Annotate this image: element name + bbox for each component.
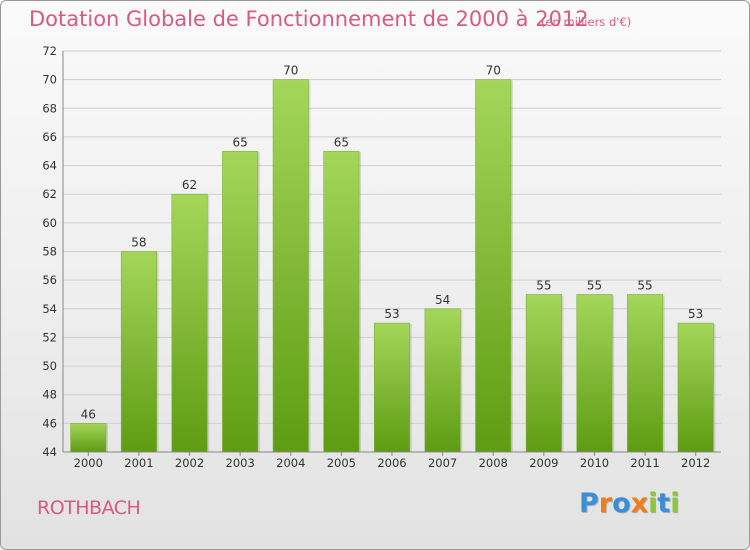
logo-letter: t <box>657 488 671 519</box>
data-label: 54 <box>435 293 450 307</box>
bar-2000 <box>70 423 107 453</box>
logo-letter: x <box>630 488 649 519</box>
logo-letter: r <box>598 488 613 519</box>
x-tick-label: 2010 <box>580 456 609 470</box>
bar-2005 <box>323 150 360 453</box>
x-tick-label: 2007 <box>428 456 457 470</box>
logo-letter: P <box>579 488 599 519</box>
bar-2003 <box>222 150 259 453</box>
y-tick-label: 56 <box>42 273 57 287</box>
logo-letter: o <box>612 488 631 519</box>
y-tick-label: 62 <box>42 187 57 201</box>
bars <box>70 79 716 453</box>
data-label: 55 <box>536 278 551 292</box>
bar-2002 <box>171 193 208 453</box>
bar-2011 <box>627 294 664 453</box>
x-tick-label: 2005 <box>327 456 356 470</box>
logo-letter: i <box>670 488 680 519</box>
x-tick-label: 2008 <box>479 456 508 470</box>
data-labels: 46 58 62 65 70 65 53 54 70 55 55 55 53 <box>81 64 704 422</box>
data-label: 46 <box>81 407 96 421</box>
x-tick-label: 2004 <box>276 456 305 470</box>
data-label: 55 <box>587 278 602 292</box>
x-axis: 2000 2001 2002 2003 2004 2005 2006 2007 2008 2009… <box>63 451 721 470</box>
bar-2007 <box>424 308 461 453</box>
y-tick-label: 50 <box>42 359 57 373</box>
x-tick-label: 2011 <box>630 456 659 470</box>
logo-letter: i <box>648 488 658 519</box>
y-tick-label: 72 <box>42 44 57 58</box>
data-label: 53 <box>384 307 399 321</box>
data-label: 58 <box>131 236 146 250</box>
y-tick-label: 70 <box>42 73 57 87</box>
y-tick-label: 54 <box>42 302 57 316</box>
data-label: 70 <box>486 64 501 78</box>
y-tick-label: 48 <box>42 388 57 402</box>
data-label: 65 <box>233 135 248 149</box>
y-tick-label: 58 <box>42 245 57 259</box>
data-label: 62 <box>182 178 197 192</box>
bar-2010 <box>576 294 613 453</box>
bar-2008 <box>475 79 512 453</box>
bar-2006 <box>373 322 411 453</box>
data-label: 65 <box>334 135 349 149</box>
x-tick-label: 2002 <box>175 456 204 470</box>
commune-name: ROTHBACH <box>37 497 141 519</box>
y-tick-label: 68 <box>42 101 57 115</box>
data-label: 55 <box>637 278 652 292</box>
chart-title: Dotation Globale de Fonctionnement de 20… <box>29 7 589 31</box>
bar-2009 <box>525 294 562 453</box>
x-tick-label: 2003 <box>226 456 255 470</box>
proxiti-logo[interactable]: Proxiti <box>579 488 680 519</box>
y-tick-label: 44 <box>42 445 57 459</box>
x-tick-label: 2006 <box>377 456 406 470</box>
x-tick-label: 2000 <box>74 456 103 470</box>
x-tick-label: 2001 <box>124 456 153 470</box>
y-axis: 44 46 48 50 52 54 56 58 60 62 64 66 68 70 72 <box>42 44 64 459</box>
y-tick-label: 52 <box>42 330 57 344</box>
chart-unit: (en milliers d'€) <box>541 15 632 29</box>
bar-2001 <box>120 251 157 453</box>
y-tick-label: 66 <box>42 130 57 144</box>
y-tick-label: 46 <box>42 416 57 430</box>
data-label: 53 <box>688 307 703 321</box>
bar-2012 <box>677 322 714 453</box>
x-tick-label: 2012 <box>681 456 710 470</box>
y-tick-label: 64 <box>42 159 57 173</box>
bar-2004 <box>272 79 309 453</box>
data-label: 70 <box>283 64 298 78</box>
y-tick-label: 60 <box>42 216 57 230</box>
x-tick-label: 2009 <box>529 456 558 470</box>
